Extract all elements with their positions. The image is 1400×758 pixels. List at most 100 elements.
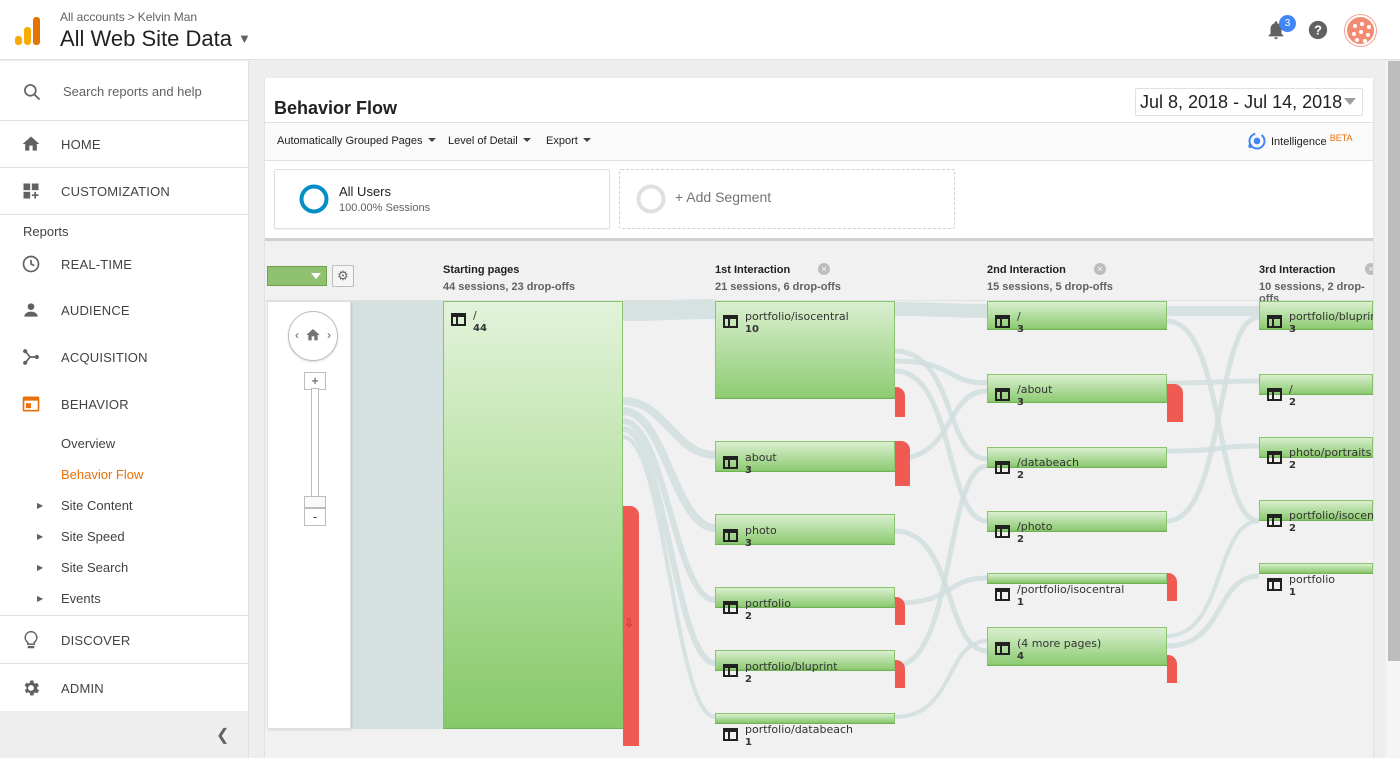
flow-node-label: /photo 2: [1017, 520, 1052, 545]
flow-node-3rd[interactable]: [1259, 563, 1373, 573]
intelligence-button[interactable]: Intelligence BETA: [1247, 131, 1353, 151]
sidebar-sub-site-search[interactable]: Site Search: [61, 560, 129, 575]
level-of-detail-label: Level of Detail: [448, 135, 518, 147]
flow-node-2nd[interactable]: [987, 301, 1167, 329]
close-icon[interactable]: ×: [818, 263, 830, 275]
dropoff-bar[interactable]: [895, 660, 905, 688]
pan-control[interactable]: ‹ ›: [288, 311, 338, 361]
segment-all-users[interactable]: All Users 100.00% Sessions: [274, 169, 610, 229]
help-icon[interactable]: ?: [1307, 19, 1329, 41]
column-title-starting: Starting pages: [443, 264, 520, 276]
flow-node-2nd[interactable]: [987, 627, 1167, 665]
add-segment-button[interactable]: + Add Segment: [619, 169, 955, 229]
dropoff-bar[interactable]: [895, 441, 910, 486]
sidebar-item-admin[interactable]: ADMIN: [0, 665, 248, 711]
zoom-slider-handle[interactable]: [304, 496, 326, 508]
close-icon[interactable]: ×: [1365, 263, 1373, 275]
dashboard-plus-icon: [23, 183, 39, 199]
flow-node-3rd[interactable]: [1259, 500, 1373, 520]
flow-node-1st[interactable]: [715, 301, 895, 398]
dropoff-bar[interactable]: [1167, 573, 1177, 601]
node-sessions: 3: [1017, 397, 1024, 408]
flow-node-1st[interactable]: [715, 514, 895, 544]
sidebar-item-behavior[interactable]: BEHAVIOR: [0, 381, 248, 427]
page-icon: [995, 588, 1010, 601]
chevron-left-icon[interactable]: ❮: [216, 727, 230, 744]
node-sessions: 3: [745, 465, 752, 476]
breadcrumb-all-accounts[interactable]: All accounts: [60, 10, 125, 24]
breadcrumb[interactable]: All accounts > Kelvin Man: [60, 10, 197, 24]
zoom-slider-track[interactable]: [311, 388, 319, 498]
page-icon: [1267, 514, 1282, 527]
settings-gear-icon[interactable]: ⚙: [332, 265, 354, 287]
grouped-pages-dropdown[interactable]: Automatically Grouped Pages: [277, 135, 436, 147]
flow-link: [1166, 519, 1260, 638]
flow-node-1st[interactable]: [715, 650, 895, 670]
zoom-out-button[interactable]: -: [304, 508, 326, 526]
flow-node-2nd[interactable]: [987, 447, 1167, 467]
node-page: portfolio/isocentral: [745, 310, 849, 323]
page-icon: [1267, 315, 1282, 328]
sidebar-item-acquisition[interactable]: ACQUISITION: [0, 334, 248, 380]
sidebar-sub-behavior-flow[interactable]: Behavior Flow: [61, 467, 144, 482]
sidebar-sub-events[interactable]: Events: [61, 591, 101, 606]
sidebar-sub-site-content[interactable]: Site Content: [61, 498, 133, 513]
level-of-detail-dropdown[interactable]: Level of Detail: [448, 135, 531, 147]
dimension-selector[interactable]: [267, 266, 327, 286]
chevron-left-icon[interactable]: ‹: [295, 328, 299, 342]
home-icon[interactable]: [305, 327, 321, 343]
sidebar-item-realtime[interactable]: REAL-TIME: [0, 241, 248, 287]
date-range-value: Jul 8, 2018 - Jul 14, 2018: [1140, 92, 1343, 112]
sidebar-sub-overview[interactable]: Overview: [61, 436, 116, 451]
flow-link: [894, 348, 988, 462]
intelligence-icon: [1248, 132, 1266, 150]
node-sessions: 2: [745, 674, 752, 685]
sidebar-item-discover[interactable]: DISCOVER: [0, 617, 248, 663]
flow-link: [1166, 573, 1260, 649]
page-icon: [451, 313, 466, 326]
analytics-logo-icon[interactable]: [15, 17, 41, 45]
date-range-picker[interactable]: Jul 8, 2018 - Jul 14, 2018: [1135, 88, 1363, 116]
search-input[interactable]: Search reports and help: [63, 84, 202, 99]
flow-node-2nd[interactable]: [987, 573, 1167, 583]
behavior-flow-canvas[interactable]: ⚙ Starting pages 44 sessions, 23 drop-of…: [265, 238, 1373, 758]
avatar[interactable]: [1345, 15, 1376, 46]
sidebar-item-audience[interactable]: AUDIENCE: [0, 287, 248, 333]
flow-links: [351, 299, 1260, 729]
notification-badge[interactable]: 3: [1279, 15, 1296, 32]
sidebar-sub-site-speed[interactable]: Site Speed: [61, 529, 125, 544]
flow-node-start[interactable]: [443, 301, 623, 728]
flow-node-1st[interactable]: [715, 713, 895, 723]
node-page: photo: [745, 524, 777, 537]
node-sessions: 2: [1017, 470, 1024, 481]
flow-node-1st[interactable]: [715, 441, 895, 471]
breadcrumb-account[interactable]: Kelvin Man: [137, 10, 198, 24]
flow-node-3rd[interactable]: [1259, 374, 1373, 394]
flow-node-label: /about 3: [1017, 383, 1052, 408]
flow-node-2nd[interactable]: [987, 374, 1167, 402]
property-selector[interactable]: All Web Site Data ▼: [60, 26, 251, 52]
arrow-down-icon: ⇩: [624, 616, 635, 630]
flow-link: [894, 463, 988, 669]
flow-node-3rd[interactable]: [1259, 437, 1373, 457]
dropoff-bar[interactable]: [1167, 655, 1177, 683]
export-dropdown[interactable]: Export: [546, 135, 591, 147]
chevron-right-icon[interactable]: ›: [327, 328, 331, 342]
divider: [0, 615, 248, 616]
triangle-right-icon: ▶: [37, 594, 44, 603]
flow-node-1st[interactable]: [715, 587, 895, 607]
caret-down-icon: ▼: [238, 31, 251, 46]
sidebar-item-home[interactable]: HOME: [0, 121, 248, 167]
sidebar-item-customization[interactable]: CUSTOMIZATION: [0, 168, 248, 214]
flow-node-2nd[interactable]: [987, 511, 1167, 531]
search-bar[interactable]: Search reports and help: [0, 61, 248, 121]
dropoff-bar[interactable]: [623, 506, 639, 746]
page-icon: [1267, 451, 1282, 464]
dropoff-bar[interactable]: [1167, 384, 1183, 422]
scrollbar-thumb[interactable]: [1388, 61, 1400, 661]
lightbulb-icon: [24, 630, 38, 649]
close-icon[interactable]: ×: [1094, 263, 1106, 275]
node-page: about: [745, 451, 777, 464]
dropoff-bar[interactable]: [895, 387, 905, 417]
dropoff-bar[interactable]: [895, 597, 905, 625]
